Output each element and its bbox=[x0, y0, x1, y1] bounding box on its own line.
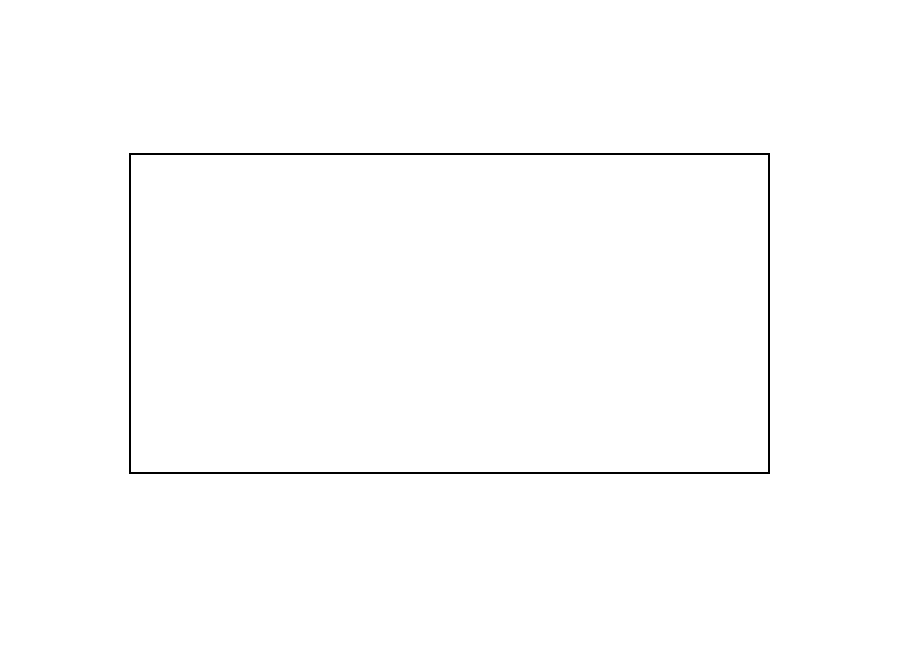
saturation-contour-canvas bbox=[131, 155, 431, 305]
z-axis-label bbox=[80, 210, 104, 410]
colorbar bbox=[773, 200, 833, 502]
plot-area bbox=[129, 153, 770, 474]
